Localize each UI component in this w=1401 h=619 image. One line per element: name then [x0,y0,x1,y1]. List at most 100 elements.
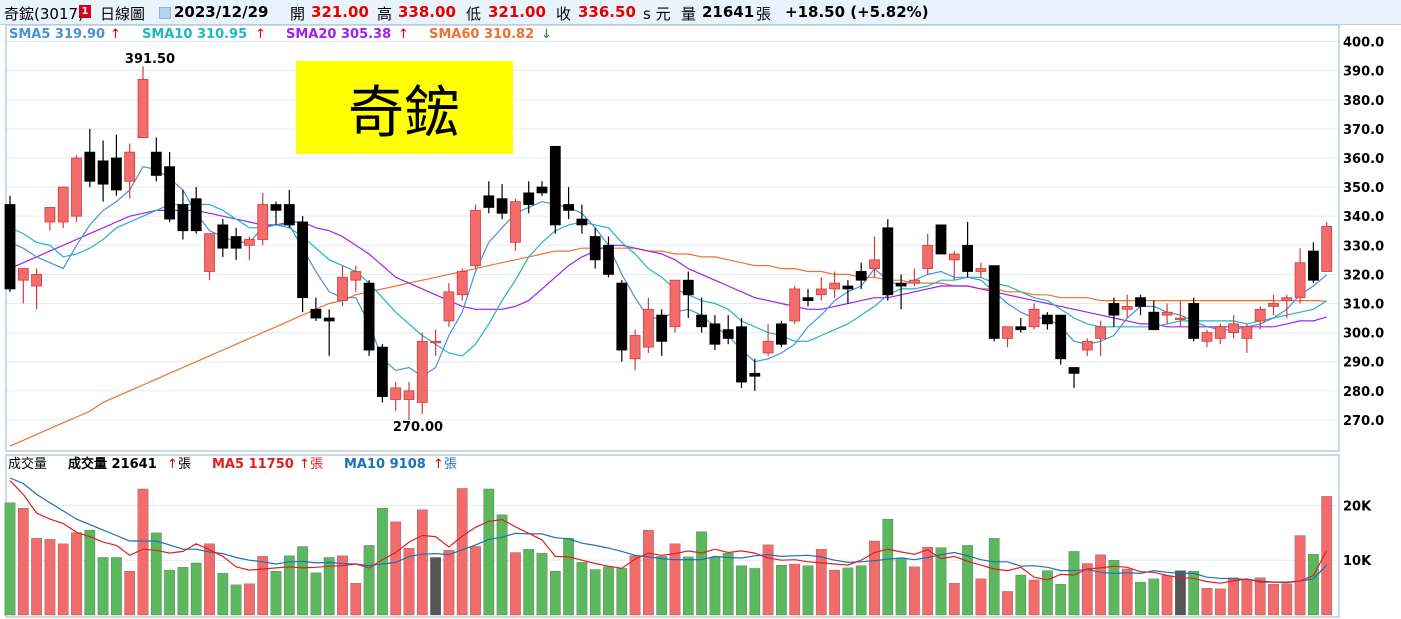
candle [270,201,282,225]
candle-body [709,323,721,345]
candle [350,265,362,292]
candle-body [1148,311,1160,331]
volume-bar [190,562,202,616]
candle [922,233,934,275]
volume-bar [150,532,162,616]
candle [1294,248,1306,304]
volume-bar [496,514,508,616]
candle-body [1188,303,1200,339]
candle [789,286,801,324]
volume-value: 21641 [702,3,755,21]
volume-bar [510,552,521,616]
candle [416,332,428,415]
candle-body [749,372,761,377]
candle [1161,303,1173,324]
volume-bar [416,509,428,616]
volume-legend: 成交量 成交量 21641 ↑ 張 MA5 11750 ↑ 張 MA10 910… [8,456,457,472]
sma60-arrow-down-icon: ↓ [541,27,552,42]
candle-body [57,186,69,223]
candle-body [190,198,202,232]
candle [829,271,840,298]
volume-bar [1042,570,1053,616]
volume-bar [882,518,894,616]
candle-body [283,204,295,226]
candle-body [483,195,495,208]
candle-body [416,340,428,403]
candle [1068,367,1080,388]
volume-bar [1068,551,1080,616]
candle-body [855,271,867,281]
volume-bar [1081,563,1093,616]
sma60-legend: SMA60 310.82 [429,27,534,42]
candle-body [563,204,574,211]
candle-body [736,326,747,383]
candle [137,66,149,138]
candle [802,288,814,307]
candle-body [1055,314,1067,360]
volume-bar [164,569,175,616]
candle-body [270,204,282,211]
volume-bar [390,521,402,616]
candle [842,280,854,304]
volume-panel-title: 成交量 [8,456,47,472]
volume-bar [377,507,388,616]
candle-body [802,297,814,301]
candle [776,320,787,348]
candle [297,216,309,313]
sma5-legend: SMA5 319.90 [9,27,105,42]
volume-bar [589,569,601,616]
volume-bars [4,488,1333,616]
candle-body [1081,340,1093,351]
candle-body [1068,367,1080,374]
volume-bar [244,583,255,616]
volume-bar [975,578,987,616]
sma20-legend: SMA20 305.38 [286,27,391,42]
close-value: 336.50 [578,3,636,21]
ma10-legend: MA10 9108 [344,457,426,472]
candle [443,283,455,327]
volume-bar [1095,554,1106,616]
candle-body [922,244,934,269]
candle [1175,300,1186,327]
close-label: 收 [556,5,572,23]
volume-bar [44,539,56,616]
volume-bar [31,538,42,616]
stock-name: 奇鋐(3017) [4,5,84,23]
open-value: 321.00 [311,3,369,21]
volume-bar [337,555,348,616]
volume-bar [1308,554,1319,616]
candle-body [842,285,854,290]
volume-bar [1241,579,1253,616]
candle [243,236,255,260]
candle-body [895,282,907,287]
candle [682,271,694,319]
candle-body [962,244,973,272]
candle [815,277,827,301]
price-tick-label: 340.0 [1343,210,1384,225]
volume-legend-unit: 張 [178,457,191,472]
candle-body [1308,250,1319,281]
candle-body [350,271,362,281]
volume-tick-label: 20K [1343,499,1372,514]
volume-bar [443,550,455,616]
candle [736,318,747,388]
candle [1002,326,1013,348]
candle [1095,320,1106,356]
ma-lines [9,166,1328,447]
calendar-icon[interactable] [159,7,171,19]
candle-body [1254,308,1266,322]
candle-body [71,157,82,217]
volume-bar [895,557,907,616]
volume-bar [1281,583,1293,616]
candle [1135,294,1146,316]
volume-tick-label: 10K [1343,554,1372,569]
candle [1254,306,1266,330]
candle [549,145,561,234]
price-tick-label: 330.0 [1343,239,1384,254]
candle [509,198,521,252]
candle-body [549,145,561,226]
volume-bar [137,488,149,616]
volume-bar [1108,560,1120,616]
volume-bar [1228,577,1239,616]
candle-body [137,78,149,138]
